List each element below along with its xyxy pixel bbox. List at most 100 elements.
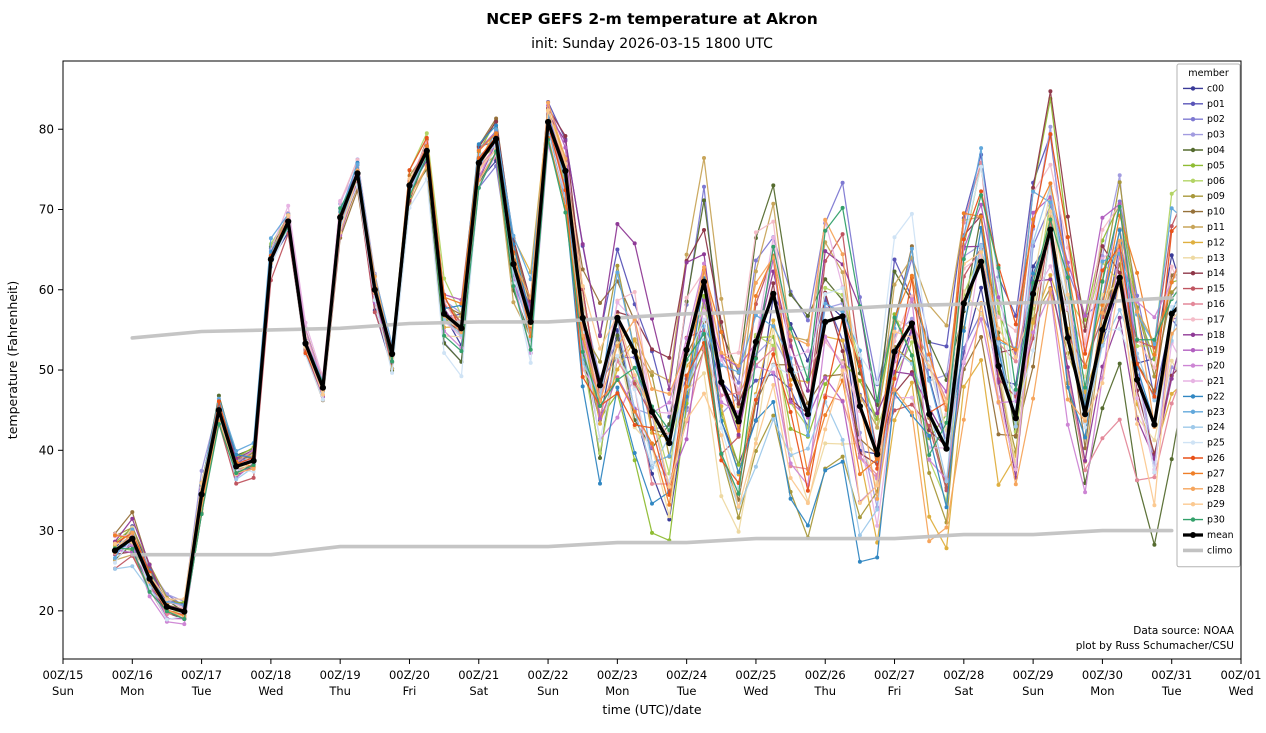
member-marker-p12 [615,367,620,372]
member-marker-p11 [719,296,724,301]
member-marker-p13 [1065,355,1070,360]
member-marker-p17 [1169,264,1174,269]
member-marker-p12 [979,358,984,363]
legend-swatch-marker [1190,163,1196,168]
legend-entry-p29: p29 [1183,499,1225,510]
annotation-text: Data source: NOAA [1133,625,1235,637]
member-marker-p11 [840,270,845,275]
member-marker-p20 [667,400,672,405]
member-marker-p29 [1048,209,1053,214]
member-marker-p26 [1083,351,1088,356]
mean-marker [475,159,482,166]
mean-marker [181,608,188,615]
member-marker-p25 [320,397,325,402]
member-marker-p29 [719,433,724,438]
member-marker-p25 [1169,304,1174,309]
y-tick-label: 60 [39,283,54,297]
member-marker-p14 [702,228,706,232]
member-marker-p29 [840,368,845,373]
member-marker-p29 [286,213,291,218]
member-marker-p29 [684,417,689,422]
member-marker-p29 [320,392,325,397]
legend-swatch-marker [1190,132,1196,137]
legend-swatch-marker [1190,147,1196,153]
climo-upper-line [130,295,1174,340]
member-marker-p27 [823,413,828,418]
member-marker-p29 [580,284,585,289]
member-marker-p28 [1031,396,1036,401]
member-marker-p30 [164,609,169,614]
member-marker-p26 [753,397,758,402]
mean-marker [718,379,725,386]
member-marker-p09 [771,413,776,418]
member-marker-p21 [875,523,880,528]
member-marker-p12 [840,338,845,343]
member-marker-p02 [736,380,741,385]
legend-entry-label: p06 [1207,176,1225,187]
legend-entry-label: p26 [1207,453,1225,464]
legend-swatch-marker [1190,101,1196,107]
legend-entry-label: p02 [1207,114,1225,125]
member-marker-p26 [1100,268,1105,273]
member-marker-p30 [736,491,741,496]
mean-marker [943,445,950,452]
member-marker-p09 [1117,180,1122,185]
member-marker-c00 [1031,264,1036,269]
member-marker-p12 [632,338,637,343]
member-marker-p22 [857,559,862,564]
member-marker-p13 [719,494,724,499]
member-marker-p21 [961,359,966,364]
member-marker-p06 [598,451,602,456]
member-marker-p14 [650,347,654,352]
member-marker-p18 [1169,376,1174,381]
member-marker-p24 [1031,239,1036,244]
legend-entry-p26: p26 [1183,453,1225,464]
member-marker-p04 [788,292,793,297]
member-marker-p15 [1169,224,1174,229]
member-marker-p23 [1048,200,1053,205]
member-marker-p30 [528,347,533,352]
member-marker-p14 [1100,244,1105,249]
member-marker-p18 [1083,458,1088,463]
mean-marker [1134,376,1141,383]
member-marker-p18 [580,242,585,247]
legend-entry-p22: p22 [1183,391,1225,402]
member-marker-p05 [788,426,793,431]
member-marker-p29 [1135,422,1140,426]
mean-marker [527,318,534,325]
member-marker-p23 [1152,342,1157,347]
member-marker-p12 [909,380,914,385]
member-marker-p15 [927,423,932,428]
member-marker-p11 [771,201,776,206]
legend-entry-label: p24 [1207,422,1225,433]
mean-marker [770,290,777,297]
member-marker-p28 [580,333,585,338]
legend-entry-label: p12 [1207,237,1225,248]
member-marker-p30 [1013,387,1018,392]
member-marker-p22 [234,452,239,457]
member-marker-p26 [650,425,654,430]
member-marker-p12 [598,421,602,426]
member-marker-p27 [113,533,117,538]
member-marker-p14 [719,320,724,324]
member-marker-p22 [823,468,828,473]
member-marker-p24 [979,243,984,248]
member-marker-p25 [164,617,169,622]
mean-marker [371,286,378,293]
legend-entry-p30: p30 [1183,515,1225,526]
member-marker-p22 [840,459,845,464]
legend-entry-p10: p10 [1183,207,1225,218]
member-polyline-p10 [114,117,1208,611]
member-marker-p16 [1135,478,1140,483]
member-marker-p19 [1100,215,1105,220]
mean-marker [891,348,898,355]
member-marker-p23 [1031,189,1036,194]
member-marker-p30 [788,326,793,331]
member-marker-p15 [909,402,914,407]
member-marker-p30 [979,193,984,198]
member-marker-p27 [788,383,793,388]
member-marker-p27 [1048,181,1053,186]
member-marker-p18 [1117,315,1122,320]
legend-swatch-marker [1190,394,1196,399]
y-tick-label: 50 [39,363,54,377]
